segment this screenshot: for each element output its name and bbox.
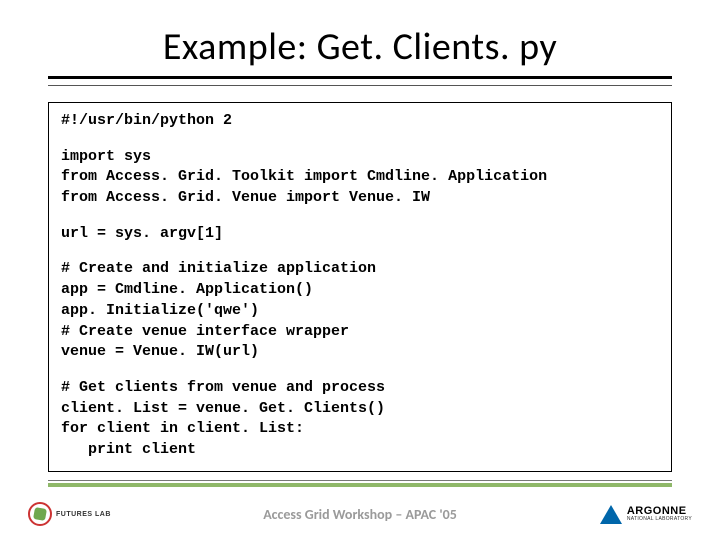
code-line: url = sys. argv[1] xyxy=(61,224,659,245)
argonne-sub: NATIONAL LABORATORY xyxy=(627,517,692,522)
argonne-icon xyxy=(600,505,622,524)
code-line: from Access. Grid. Toolkit import Cmdlin… xyxy=(61,167,659,188)
slide-title: Example: Get. Clients. py xyxy=(48,24,672,70)
code-line: # Get clients from venue and process xyxy=(61,378,659,399)
argonne-text: ARGONNE NATIONAL LABORATORY xyxy=(627,506,692,522)
code-line: from Access. Grid. Venue import Venue. I… xyxy=(61,188,659,209)
code-line: client. List = venue. Get. Clients() xyxy=(61,399,659,420)
title-rule-thick xyxy=(48,76,672,79)
slide: Example: Get. Clients. py #!/usr/bin/pyt… xyxy=(0,0,720,540)
code-line: #!/usr/bin/python 2 xyxy=(61,111,659,132)
code-line xyxy=(61,132,659,147)
title-rule-thin xyxy=(48,85,672,86)
code-line: import sys xyxy=(61,147,659,168)
code-line xyxy=(61,244,659,259)
code-line: for client in client. List: xyxy=(61,419,659,440)
code-line xyxy=(61,209,659,224)
futures-lab-icon xyxy=(28,502,52,526)
futures-lab-label: FUTURES LAB xyxy=(56,511,111,518)
code-line xyxy=(61,363,659,378)
code-block: #!/usr/bin/python 2 import sysfrom Acces… xyxy=(48,102,672,472)
code-line: print client xyxy=(61,440,659,461)
bottom-rule-thick xyxy=(48,483,672,487)
code-line: # Create and initialize application xyxy=(61,259,659,280)
bottom-rule-thin xyxy=(48,480,672,481)
footer-text: Access Grid Workshop – APAC '05 xyxy=(263,506,457,523)
futures-lab-logo: FUTURES LAB xyxy=(28,502,111,526)
code-line: app. Initialize('qwe') xyxy=(61,301,659,322)
code-line: # Create venue interface wrapper xyxy=(61,322,659,343)
code-line: app = Cmdline. Application() xyxy=(61,280,659,301)
argonne-logo: ARGONNE NATIONAL LABORATORY xyxy=(600,505,692,524)
footer: FUTURES LAB Access Grid Workshop – APAC … xyxy=(0,502,720,526)
code-line: venue = Venue. IW(url) xyxy=(61,342,659,363)
